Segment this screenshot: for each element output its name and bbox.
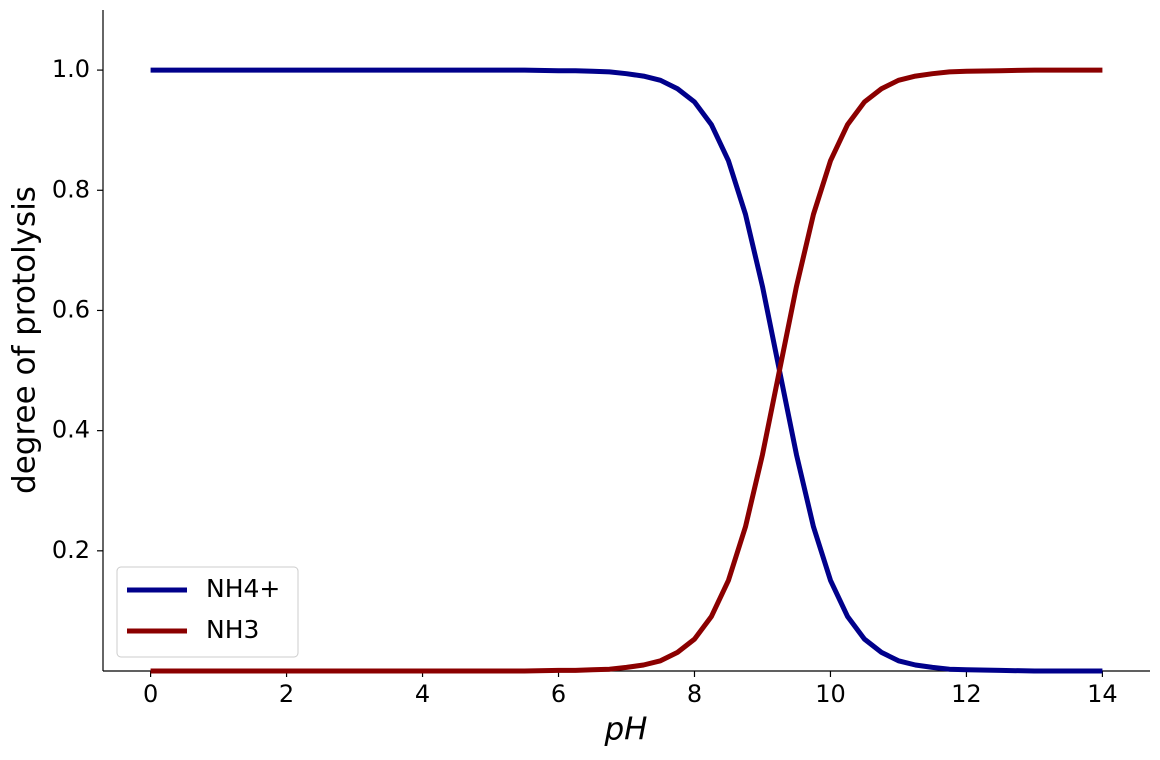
y-tick-label: 1.0 [52,55,90,83]
x-tick-label: 0 [143,680,158,708]
legend-label: NH4+ [206,574,280,603]
legend-label: NH3 [206,615,259,644]
x-tick-label: 2 [279,680,294,708]
y-tick-label: 0.8 [52,175,90,203]
x-tick-label: 10 [815,680,846,708]
x-tick-label: 8 [687,680,702,708]
y-tick-label: 0.6 [52,295,90,323]
y-tick-label: 0.2 [52,536,90,564]
y-axis-label: degree of protolysis [7,186,43,494]
data-line [150,67,1103,674]
x-tick-label: 12 [951,680,982,708]
x-tick-label: 6 [551,680,566,708]
y-tick-label: 0.4 [52,416,90,444]
data-line [150,67,1103,674]
x-tick-label: 14 [1087,680,1118,708]
x-axis-label: pH [604,712,648,748]
x-tick-label: 4 [415,680,430,708]
